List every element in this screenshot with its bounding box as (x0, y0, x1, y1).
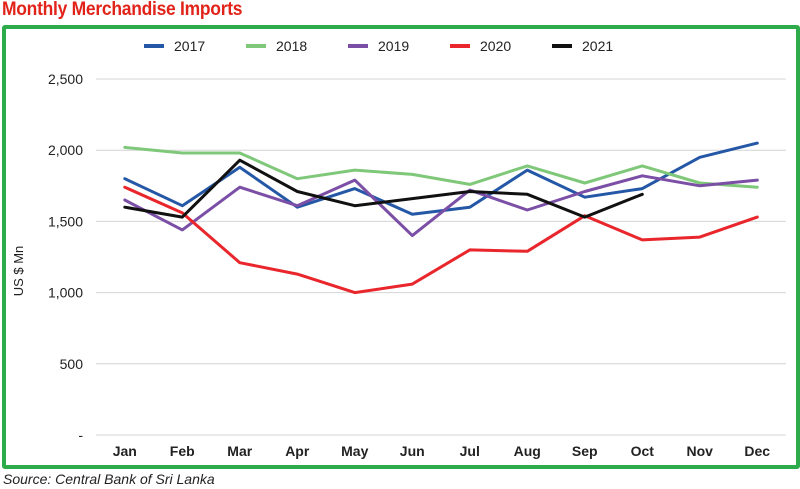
series-lines (123, 141, 759, 295)
y-axis: - 500 1,000 1,500 2,000 2,500 US $ Mn (11, 71, 83, 443)
x-tick-label: Dec (744, 443, 770, 459)
legend: 2017 2018 2019 2020 2021 (144, 38, 613, 54)
legend-label-2019: 2019 (378, 38, 409, 54)
series-line-2018 (123, 145, 759, 189)
x-tick-label: Apr (285, 443, 310, 459)
series-line-2017 (123, 141, 759, 216)
series-line-2021 (123, 158, 644, 219)
x-tick-label: Oct (631, 443, 655, 459)
y-tick-label: 2,000 (48, 142, 83, 158)
x-tick-label: Mar (227, 443, 252, 459)
series-line-2019 (123, 174, 759, 238)
x-tick-label: Feb (170, 443, 195, 459)
y-tick-label: - (78, 427, 83, 443)
source-note: Source: Central Bank of Sri Lanka (3, 471, 215, 487)
gridlines (96, 78, 786, 436)
legend-label-2020: 2020 (480, 38, 511, 54)
y-tick-label: 2,500 (48, 71, 83, 87)
x-tick-label: May (341, 443, 368, 459)
x-tick-label: Nov (687, 443, 714, 459)
x-tick-label: Jul (460, 443, 480, 459)
page-title: Monthly Merchandise Imports (2, 0, 243, 20)
y-tick-label: 500 (60, 356, 84, 372)
legend-label-2018: 2018 (276, 38, 307, 54)
x-tick-label: Jan (113, 443, 137, 459)
line-chart: 2017 2018 2019 2020 2021 - 500 1,000 1,500 2,000… (11, 38, 786, 459)
y-tick-label: 1,500 (48, 213, 83, 229)
y-tick-label: 1,000 (48, 285, 83, 301)
chart-frame: 2017 2018 2019 2020 2021 - 500 1,000 1,500 2,000… (2, 25, 800, 469)
x-tick-label: Aug (514, 443, 541, 459)
x-tick-label: Sep (572, 443, 598, 459)
legend-label-2017: 2017 (174, 38, 205, 54)
x-tick-label: Jun (400, 443, 425, 459)
x-axis: Jan Feb Mar Apr May Jun Jul Aug Sep Oct Nov Dec (113, 443, 771, 459)
series-line-2020 (123, 185, 759, 295)
y-axis-label: US $ Mn (11, 246, 26, 297)
legend-label-2021: 2021 (582, 38, 613, 54)
